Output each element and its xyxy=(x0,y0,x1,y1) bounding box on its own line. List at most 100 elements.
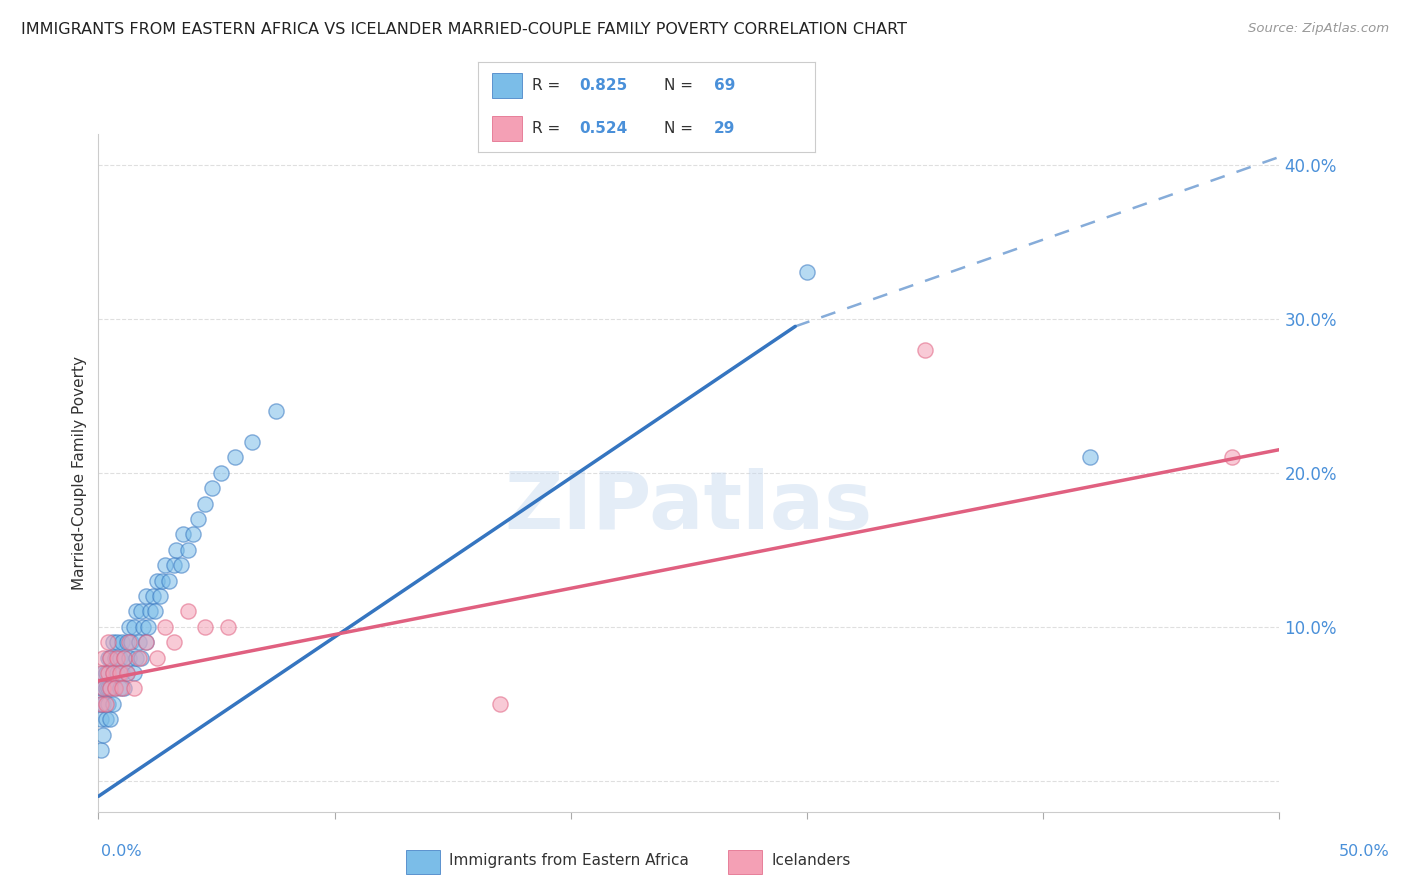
FancyBboxPatch shape xyxy=(492,73,522,98)
Point xyxy=(115,666,138,681)
Point xyxy=(118,620,141,634)
Point xyxy=(146,574,169,588)
Point xyxy=(97,650,120,665)
Point xyxy=(98,650,121,665)
Point xyxy=(142,589,165,603)
Point xyxy=(1220,450,1243,465)
Point xyxy=(150,574,173,588)
Point xyxy=(91,681,114,696)
Point xyxy=(94,697,117,711)
Point xyxy=(143,604,166,618)
Text: ZIPatlas: ZIPatlas xyxy=(505,467,873,546)
Point xyxy=(209,466,232,480)
Point xyxy=(201,481,224,495)
Point xyxy=(97,666,120,681)
Point xyxy=(135,635,157,649)
Point xyxy=(104,650,127,665)
Point xyxy=(181,527,204,541)
Point xyxy=(139,604,162,618)
Point xyxy=(146,650,169,665)
Point xyxy=(98,681,121,696)
Point xyxy=(122,620,145,634)
Point xyxy=(115,635,138,649)
Point xyxy=(136,620,159,634)
Text: R =: R = xyxy=(531,121,565,136)
Point xyxy=(149,589,172,603)
Point xyxy=(115,666,138,681)
Point xyxy=(125,650,148,665)
Point xyxy=(98,681,121,696)
Point xyxy=(170,558,193,573)
Point xyxy=(90,712,112,726)
Text: 0.524: 0.524 xyxy=(579,121,627,136)
Point xyxy=(163,558,186,573)
Point xyxy=(128,650,150,665)
Point xyxy=(153,558,176,573)
Y-axis label: Married-Couple Family Poverty: Married-Couple Family Poverty xyxy=(72,356,87,590)
Point xyxy=(135,589,157,603)
Point xyxy=(240,434,263,449)
Point xyxy=(91,728,114,742)
Point xyxy=(112,681,135,696)
Point xyxy=(172,527,194,541)
Point xyxy=(122,681,145,696)
Point xyxy=(112,650,135,665)
Point xyxy=(98,650,121,665)
Point xyxy=(108,681,131,696)
Point xyxy=(112,650,135,665)
Point xyxy=(101,635,124,649)
Point xyxy=(122,666,145,681)
Point xyxy=(1080,450,1102,465)
Point xyxy=(91,666,114,681)
Point xyxy=(118,635,141,649)
Text: R =: R = xyxy=(531,78,565,93)
Point xyxy=(224,450,246,465)
Point xyxy=(914,343,936,357)
Point xyxy=(90,697,112,711)
Point xyxy=(153,620,176,634)
Point xyxy=(217,620,239,634)
FancyBboxPatch shape xyxy=(728,849,762,874)
Point xyxy=(132,620,155,634)
Text: 69: 69 xyxy=(714,78,735,93)
Point xyxy=(91,650,114,665)
Text: Immigrants from Eastern Africa: Immigrants from Eastern Africa xyxy=(450,854,689,868)
Point xyxy=(135,635,157,649)
FancyBboxPatch shape xyxy=(492,116,522,141)
Point xyxy=(157,574,180,588)
Point xyxy=(91,697,114,711)
Point xyxy=(111,635,134,649)
Point xyxy=(108,650,131,665)
Text: 0.825: 0.825 xyxy=(579,78,627,93)
Point xyxy=(129,604,152,618)
Point xyxy=(90,681,112,696)
Point xyxy=(105,650,128,665)
Text: Icelanders: Icelanders xyxy=(770,854,851,868)
Point xyxy=(129,650,152,665)
Point xyxy=(101,697,124,711)
Text: N =: N = xyxy=(664,78,697,93)
Point xyxy=(104,681,127,696)
Point xyxy=(177,604,200,618)
Point xyxy=(90,697,112,711)
Point xyxy=(97,681,120,696)
Text: Source: ZipAtlas.com: Source: ZipAtlas.com xyxy=(1249,22,1389,36)
Point xyxy=(125,604,148,618)
Point xyxy=(90,743,112,757)
Point xyxy=(121,635,143,649)
Point xyxy=(97,635,120,649)
Point xyxy=(796,265,818,279)
Point xyxy=(128,635,150,649)
Point xyxy=(94,681,117,696)
Point xyxy=(98,712,121,726)
Text: 29: 29 xyxy=(714,121,735,136)
Point xyxy=(194,497,217,511)
Point xyxy=(187,512,209,526)
Text: IMMIGRANTS FROM EASTERN AFRICA VS ICELANDER MARRIED-COUPLE FAMILY POVERTY CORREL: IMMIGRANTS FROM EASTERN AFRICA VS ICELAN… xyxy=(21,22,907,37)
Point xyxy=(264,404,287,418)
Text: 50.0%: 50.0% xyxy=(1339,845,1389,859)
Point xyxy=(118,650,141,665)
Point xyxy=(108,666,131,681)
Text: N =: N = xyxy=(664,121,697,136)
Point xyxy=(101,666,124,681)
